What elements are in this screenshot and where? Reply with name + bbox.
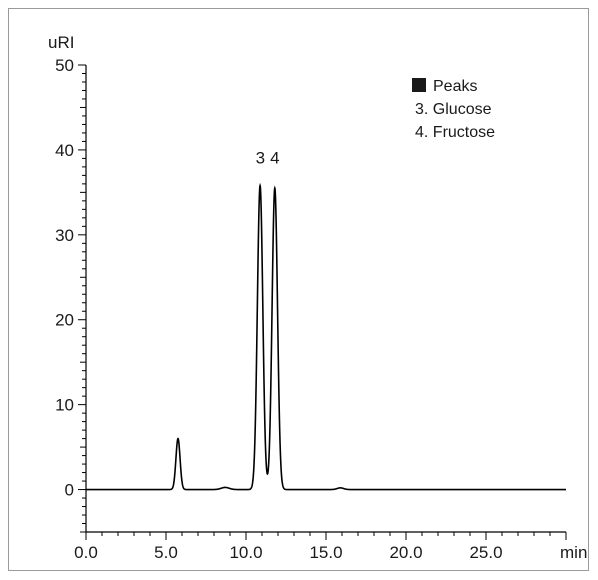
ticks [78,64,567,540]
chart-frame [8,8,589,571]
legend-marker [412,78,426,92]
y-tick-label: 0 [65,481,74,500]
y-tick-label: 10 [55,396,74,415]
y-tick-label: 20 [55,311,74,330]
y-tick-label: 50 [55,56,74,75]
x-tick-label: 20.0 [389,543,422,562]
y-tick-label: 30 [55,226,74,245]
x-tick-label: 15.0 [309,543,342,562]
x-tick-label: 0.0 [74,543,98,562]
x-axis-label: min [560,543,587,562]
x-tick-label: 10.0 [229,543,262,562]
legend-title: Peaks [433,78,477,95]
peak-label-4: 4 [270,148,279,167]
x-tick-label: 25.0 [469,543,502,562]
legend: Peaks 3. Glucose 4. Fructose [412,78,495,141]
x-tick-label: 5.0 [154,543,178,562]
chromatogram-trace [86,182,566,491]
tick-labels: 50 40 30 20 10 0 0.0 5.0 10.0 15.0 20.0 25.0 [55,56,502,562]
legend-entry-glucose: 3. Glucose [415,101,492,118]
peak-label-3: 3 [256,148,265,167]
legend-entry-fructose: 4. Fructose [415,124,495,141]
y-tick-label: 40 [55,141,74,160]
y-axis-label: uRI [48,33,74,52]
